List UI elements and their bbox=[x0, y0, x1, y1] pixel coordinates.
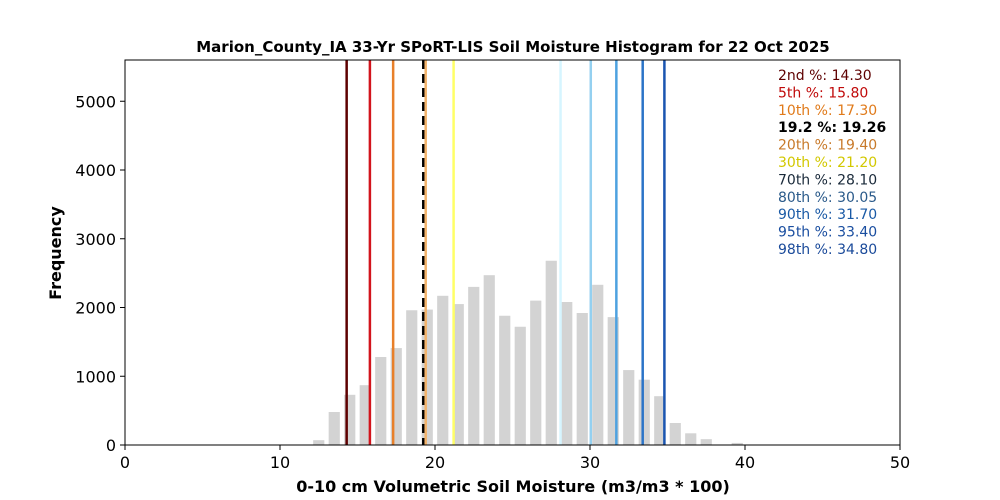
x-axis-ticks: 0 10 20 30 40 50 bbox=[120, 445, 910, 472]
histogram-bar bbox=[514, 326, 526, 445]
y-tick-label: 3000 bbox=[75, 230, 116, 249]
histogram-bar bbox=[669, 423, 681, 445]
histogram-bar bbox=[421, 309, 433, 445]
histogram-bar bbox=[623, 370, 635, 445]
histogram-bar bbox=[561, 302, 573, 445]
histogram-bar bbox=[483, 275, 495, 445]
y-tick-label: 1000 bbox=[75, 367, 116, 386]
histogram-bar bbox=[731, 442, 743, 445]
histogram-bar bbox=[700, 439, 712, 445]
histogram-bar bbox=[592, 284, 604, 445]
x-axis-label: 0-10 cm Volumetric Soil Moisture (m3/m3 … bbox=[296, 477, 730, 496]
percentile-lines bbox=[345, 60, 666, 445]
percentile-label: 10th %: 17.30 bbox=[778, 103, 877, 119]
x-tick-label: 50 bbox=[890, 453, 910, 472]
histogram-bar bbox=[607, 317, 619, 446]
percentile-label: 80th %: 30.05 bbox=[778, 190, 877, 206]
percentile-label: 2nd %: 14.30 bbox=[778, 68, 872, 84]
histogram-bar bbox=[530, 300, 542, 446]
x-tick-label: 0 bbox=[120, 453, 130, 472]
plot-frame bbox=[124, 59, 901, 446]
histogram-bar bbox=[313, 440, 325, 445]
x-tick-label: 10 bbox=[270, 453, 290, 472]
x-tick-label: 30 bbox=[580, 453, 600, 472]
histogram-bar bbox=[499, 315, 511, 445]
histogram-bar bbox=[685, 433, 697, 445]
y-axis-label: Frequency bbox=[46, 206, 65, 300]
histogram-bar bbox=[406, 310, 418, 445]
histogram-bar bbox=[576, 313, 588, 445]
y-tick-label: 5000 bbox=[75, 92, 116, 111]
percentile-label: 70th %: 28.10 bbox=[778, 172, 877, 188]
percentile-label: 98th %: 34.80 bbox=[778, 242, 877, 258]
histogram-bar bbox=[390, 348, 402, 445]
percentile-label: 20th %: 19.40 bbox=[778, 138, 877, 154]
chart-title: Marion_County_IA 33-Yr SPoRT-LIS Soil Mo… bbox=[196, 38, 829, 56]
percentile-label: 30th %: 21.20 bbox=[778, 155, 877, 171]
histogram-bar bbox=[452, 304, 464, 445]
y-tick-label: 4000 bbox=[75, 161, 116, 180]
percentile-label: 95th %: 33.40 bbox=[778, 225, 877, 241]
histogram-bar bbox=[359, 385, 371, 445]
x-tick-label: 40 bbox=[735, 453, 755, 472]
x-tick-label: 20 bbox=[425, 453, 445, 472]
histogram-bar bbox=[638, 379, 650, 445]
histogram-bars bbox=[313, 260, 743, 446]
histogram-bar bbox=[375, 357, 387, 445]
histogram-bar bbox=[437, 295, 449, 445]
percentile-label: 5th %: 15.80 bbox=[778, 85, 868, 101]
histogram-bar bbox=[654, 396, 666, 445]
histogram-bar bbox=[328, 412, 340, 445]
y-tick-label: 2000 bbox=[75, 299, 116, 318]
histogram-bar bbox=[545, 260, 557, 445]
histogram-bar bbox=[344, 394, 356, 445]
y-axis-ticks: 0 1000 2000 3000 4000 5000 bbox=[75, 92, 125, 455]
histogram-bar bbox=[468, 286, 480, 446]
y-tick-label: 0 bbox=[106, 436, 116, 455]
percentile-label: 90th %: 31.70 bbox=[778, 207, 877, 223]
percentile-label: 19.2 %: 19.26 bbox=[778, 120, 886, 136]
